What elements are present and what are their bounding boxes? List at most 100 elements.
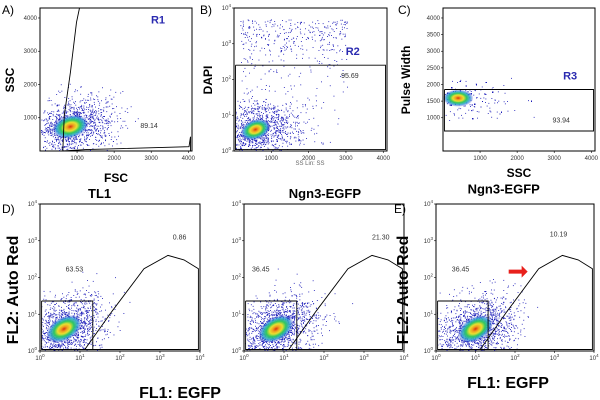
y-tick-label: 102 — [222, 75, 232, 84]
x-tick-label: 3000 — [145, 156, 159, 162]
y-tick-label: 100 — [28, 346, 38, 355]
y-tick-label: 3500 — [427, 33, 441, 39]
gate-egfp-4 — [288, 254, 403, 350]
gate-label-r2: R2 — [346, 46, 360, 58]
x-tick-label: 4000 — [585, 156, 599, 162]
y-tick-label: 1500 — [427, 99, 441, 105]
gate-label-r1: R1 — [151, 15, 165, 27]
x-tick-label: 4000 — [182, 156, 196, 162]
y-tick-label: 100 — [222, 146, 232, 155]
x-axis-label-b: SS Lin: SS — [295, 161, 324, 167]
y-tick-label: 101 — [232, 309, 242, 318]
y-tick-label: 3000 — [427, 49, 441, 55]
gate-percent-neg-d2: 36.45 — [252, 267, 270, 274]
scatter-points-5 — [437, 279, 539, 351]
y-tick-label: 102 — [232, 273, 242, 282]
plot-frame-0 — [39, 7, 193, 152]
panel-title-d2: Ngn3-EGFP — [289, 186, 362, 201]
gate-percent-neg-e: 36.45 — [452, 267, 470, 274]
density-core-2 — [443, 89, 474, 107]
y-tick-label: 2000 — [24, 82, 38, 88]
gate-egfp-3 — [84, 254, 199, 350]
scatter-points-0 — [41, 83, 139, 151]
gate-egfp-5 — [479, 254, 593, 350]
y-tick-label: 103 — [424, 236, 434, 245]
density-core-1 — [240, 118, 271, 141]
y-tick-label: 104 — [424, 199, 434, 208]
y-tick-label: 104 — [232, 199, 242, 208]
gate-percent-r1: 89.14 — [140, 123, 158, 130]
x-tick-label: 101 — [471, 353, 481, 362]
y-tick-label: 103 — [28, 236, 38, 245]
y-tick-label: 103 — [232, 236, 242, 245]
y-tick-label: 102 — [28, 273, 38, 282]
panel-letter-d: D) — [2, 202, 15, 216]
gate-percent-egfp-d2: 21.30 — [372, 234, 390, 241]
panel-title-d1: TL1 — [88, 186, 111, 201]
x-tick-label: 4000 — [377, 156, 391, 162]
scatter-points-upper — [240, 19, 348, 101]
x-axis-label-e: FL1: EGFP — [467, 375, 549, 392]
density-core-3 — [46, 314, 82, 343]
y-tick-label: 100 — [232, 346, 242, 355]
x-tick-label: 2000 — [510, 156, 524, 162]
panel-letter-c: C) — [398, 3, 411, 17]
x-tick-label: 104 — [399, 353, 409, 362]
x-tick-label: 103 — [550, 353, 560, 362]
x-tick-label: 1000 — [70, 156, 84, 162]
gate-r1-left — [62, 7, 80, 152]
gate-percent-neg-d1: 63.53 — [66, 267, 84, 274]
red-arrow-icon — [508, 265, 528, 278]
x-tick-label: 101 — [279, 353, 289, 362]
x-axis-label-c: SSC — [507, 166, 532, 180]
y-tick-label: 101 — [28, 309, 38, 318]
density-core-5 — [458, 315, 493, 343]
y-axis-label-d: FL2: Auto Red — [5, 236, 22, 345]
y-tick-label: 103 — [222, 39, 232, 48]
gate-percent-r3: 93.94 — [552, 117, 570, 124]
density-core-0 — [52, 114, 89, 139]
x-tick-label: 104 — [589, 353, 599, 362]
y-tick-label: 1000 — [24, 116, 38, 122]
y-tick-label: 2000 — [427, 82, 441, 88]
y-tick-label: 101 — [424, 309, 434, 318]
panel-letter-b: B) — [200, 3, 212, 17]
y-tick-label: 4000 — [24, 16, 38, 22]
density-core-4 — [258, 314, 294, 343]
labels-layer: A) B) C) D) E) FSC SSC SS Lin: SS DAPI SSC Pulse W… — [2, 3, 549, 400]
panel-letter-e: E) — [394, 202, 406, 216]
y-axis-label-b: DAPI — [201, 66, 215, 95]
panel-letter-a: A) — [2, 3, 14, 17]
x-tick-label: 103 — [155, 353, 165, 362]
plot-frame-2 — [442, 7, 596, 152]
x-tick-label: 100 — [239, 353, 249, 362]
x-axis-label-d: FL1: EGFP — [139, 385, 221, 400]
gate-percent-r2: 95.69 — [341, 73, 359, 80]
gate-r3-box — [444, 89, 594, 132]
y-axis-label-e: FL2: Auto Red — [395, 236, 412, 345]
gate-label-r3: R3 — [563, 71, 577, 83]
gate-r2-box — [235, 64, 386, 151]
y-tick-label: 101 — [222, 110, 232, 119]
y-tick-label: 104 — [28, 199, 38, 208]
y-tick-label: 3000 — [24, 49, 38, 55]
gate-percent-egfp-d1: 0.86 — [173, 234, 187, 241]
panel-title-e: Ngn3-EGFP — [468, 182, 541, 197]
x-tick-label: 1000 — [265, 156, 279, 162]
x-tick-label: 2000 — [107, 156, 121, 162]
x-tick-label: 103 — [359, 353, 369, 362]
x-tick-label: 2000 — [302, 156, 316, 162]
x-tick-label: 102 — [319, 353, 329, 362]
y-tick-label: 100 — [424, 346, 434, 355]
x-tick-label: 101 — [75, 353, 85, 362]
y-tick-label: 1000 — [427, 116, 441, 122]
panels-layer: 1000 2000 3000 4000 1000 2000 3000 4000 1000 2000… — [24, 3, 599, 362]
x-tick-label: 102 — [510, 353, 520, 362]
y-tick-label: 2500 — [427, 66, 441, 72]
x-tick-label: 100 — [35, 353, 45, 362]
y-axis-label-a: SSC — [3, 67, 17, 92]
x-tick-label: 102 — [115, 353, 125, 362]
x-tick-label: 3000 — [548, 156, 562, 162]
y-tick-label: 104 — [222, 3, 232, 12]
